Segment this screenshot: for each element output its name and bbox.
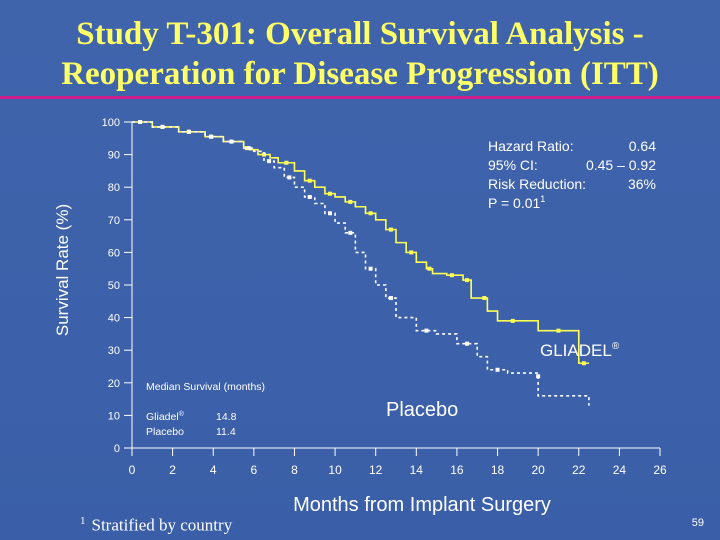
- gliadel-censor-mark: [284, 160, 289, 165]
- footnote-text: Stratified by country: [91, 515, 233, 535]
- median-survival-table: Median Survival (months) Gliadel® 14.8 P…: [146, 381, 265, 438]
- y-tick-label: 100: [102, 117, 120, 129]
- gliadel-curve-label: GLIADEL®: [540, 341, 620, 360]
- placebo-censor-mark: [160, 124, 165, 129]
- placebo-censor-mark: [536, 374, 541, 379]
- median-placebo-arm: Placebo: [146, 426, 184, 438]
- chart-curves: [132, 120, 590, 406]
- placebo-censor-mark: [138, 120, 143, 124]
- placebo-censor-mark: [465, 341, 470, 346]
- y-tick-label: 50: [108, 280, 120, 292]
- footnote-marker: 1: [80, 515, 86, 527]
- gliadel-censor-mark: [409, 250, 414, 255]
- median-gliadel-arm-reg: ®: [179, 410, 185, 418]
- x-tick-label: 4: [210, 463, 217, 477]
- x-tick-label: 24: [613, 463, 627, 477]
- ci-value: 0.45 – 0.92: [586, 157, 656, 173]
- gliadel-censor-mark: [556, 328, 561, 333]
- y-tick-label: 30: [108, 345, 120, 357]
- placebo-censor-mark: [348, 230, 353, 235]
- gliadel-censor-mark: [427, 266, 432, 271]
- y-tick-label: 90: [108, 150, 120, 162]
- x-tick-label: 10: [328, 463, 342, 477]
- slide-title: Study T-301: Overall Survival Analysis -…: [0, 14, 720, 94]
- x-tick-label: 2: [169, 463, 176, 477]
- gliadel-censor-mark: [510, 318, 515, 323]
- placebo-survival-curve: [132, 121, 590, 406]
- median-gliadel-value: 14.8: [216, 411, 237, 423]
- median-gliadel-arm-text: Gliadel: [146, 411, 179, 423]
- placebo-censor-mark: [186, 129, 191, 134]
- placebo-censor-mark: [246, 146, 251, 151]
- x-tick-label: 26: [653, 463, 667, 477]
- risk-reduction-label: Risk Reduction:: [488, 176, 586, 192]
- gliadel-censor-mark: [482, 296, 487, 301]
- page-number: 59: [691, 517, 704, 529]
- gliadel-curve-label-reg: ®: [612, 341, 620, 352]
- placebo-censor-mark: [368, 266, 373, 271]
- p-value-text: P = 0.01: [488, 195, 541, 211]
- y-tick-label: 0: [114, 443, 120, 455]
- y-tick-label: 20: [108, 378, 120, 390]
- gliadel-censor-mark: [348, 199, 353, 204]
- median-survival-heading: Median Survival (months): [146, 381, 265, 393]
- placebo-censor-mark: [287, 175, 292, 180]
- x-axis-label: Months from Implant Surgery: [293, 494, 551, 516]
- y-tick-label: 10: [108, 410, 120, 422]
- x-tick-label: 20: [531, 463, 545, 477]
- risk-reduction-value: 36%: [628, 176, 656, 192]
- footnote: 1 Stratified by country: [80, 515, 232, 536]
- gliadel-censor-mark: [465, 278, 470, 283]
- placebo-censor-mark: [209, 134, 214, 139]
- placebo-censor-mark: [388, 296, 393, 301]
- gliadel-censor-mark: [368, 211, 373, 216]
- x-tick-label: 12: [369, 463, 383, 477]
- y-axis-label: Survival Rate (%): [53, 204, 72, 336]
- placebo-censor-mark: [307, 194, 312, 199]
- x-tick-label: 18: [491, 463, 505, 477]
- x-tick-label: 0: [129, 463, 136, 477]
- y-tick-label: 40: [108, 313, 120, 325]
- gliadel-censor-mark: [581, 361, 586, 366]
- hazard-ratio-label: Hazard Ratio:: [488, 138, 574, 154]
- placebo-censor-mark: [267, 159, 272, 164]
- y-tick-label: 80: [108, 182, 120, 194]
- placebo-censor-mark: [424, 328, 429, 333]
- title-divider: [0, 96, 720, 99]
- x-tick-label: 14: [410, 463, 424, 477]
- hazard-ratio-value: 0.64: [629, 138, 656, 154]
- x-tick-label: 16: [450, 463, 464, 477]
- gliadel-censor-mark: [328, 191, 332, 196]
- gliadel-censor-mark: [307, 178, 312, 183]
- ci-label: 95% CI:: [488, 157, 538, 173]
- gliadel-censor-mark: [388, 227, 393, 232]
- placebo-censor-mark: [328, 211, 332, 216]
- x-tick-label: 8: [291, 463, 298, 477]
- p-value: P = 0.011: [488, 194, 545, 211]
- p-value-superscript: 1: [540, 194, 545, 204]
- slide-title-line-1: Study T-301: Overall Survival Analysis -: [76, 16, 644, 52]
- gliadel-censor-mark: [449, 273, 454, 278]
- x-tick-label: 22: [572, 463, 586, 477]
- x-tick-label: 6: [251, 463, 258, 477]
- median-gliadel-arm: Gliadel®: [146, 410, 185, 423]
- gliadel-curve-label-text: GLIADEL: [540, 341, 612, 360]
- placebo-censor-mark: [229, 139, 234, 144]
- y-tick-label: 60: [108, 247, 120, 259]
- stats-box: Hazard Ratio: 0.64 95% CI: 0.45 – 0.92 R…: [488, 138, 656, 211]
- median-placebo-value: 11.4: [216, 426, 236, 438]
- slide-title-line-2: Reoperation for Disease Progression (ITT…: [61, 56, 659, 92]
- y-tick-label: 70: [108, 215, 120, 227]
- placebo-censor-mark: [495, 367, 500, 372]
- placebo-curve-label: Placebo: [386, 399, 458, 421]
